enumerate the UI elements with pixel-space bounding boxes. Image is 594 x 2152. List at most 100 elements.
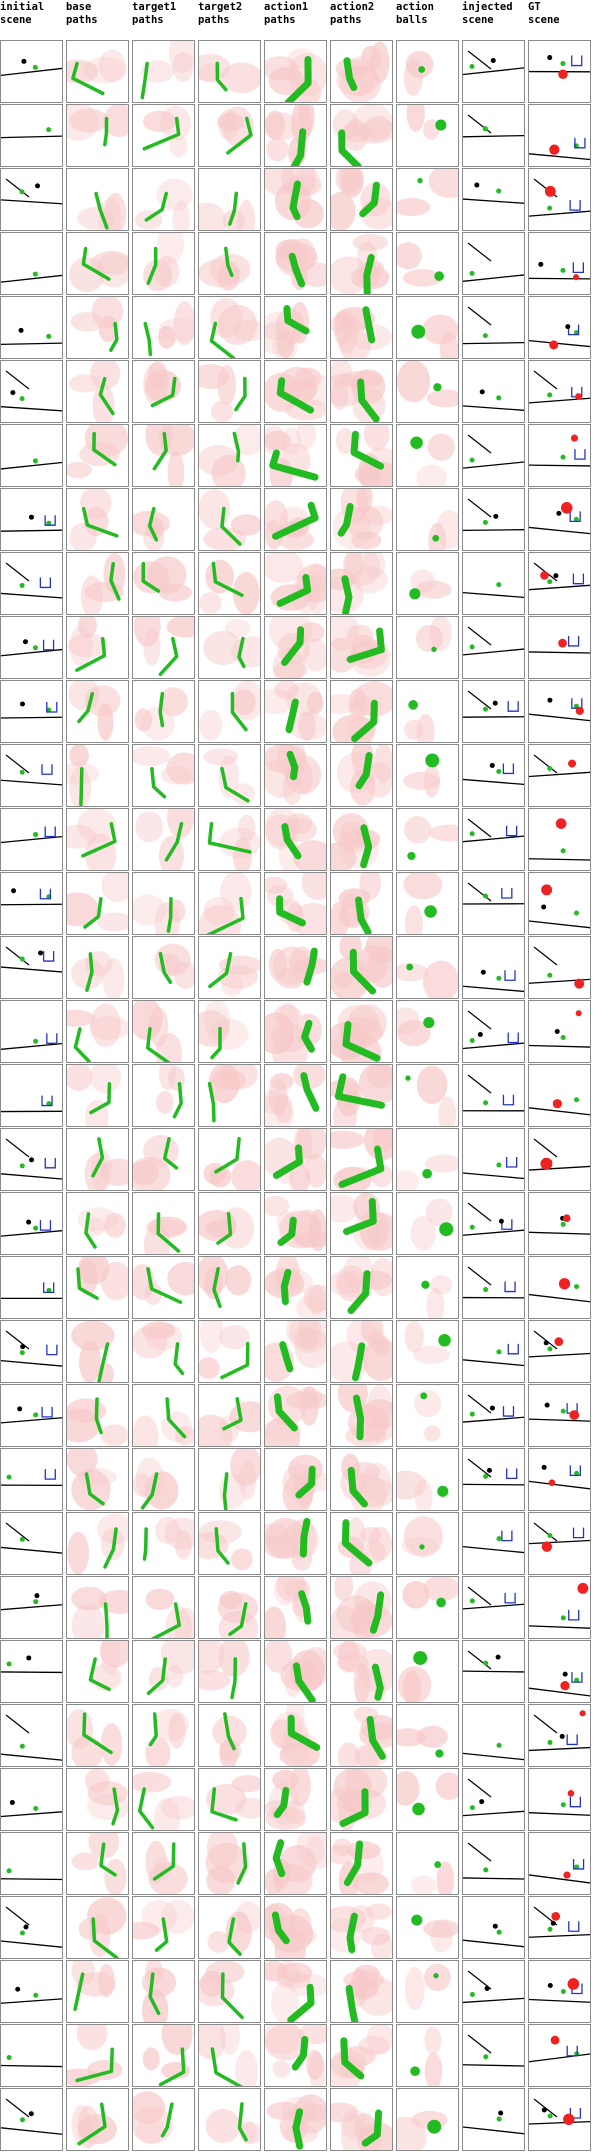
tile-target2-paths: [198, 232, 261, 295]
tile-target1-paths: [132, 1064, 195, 1127]
tile-base-paths: [66, 1064, 129, 1127]
tile-action2-paths: [330, 1384, 393, 1447]
tile-target2-paths: [198, 1448, 261, 1511]
tile-injected-scene: [462, 1512, 525, 1575]
tile-target2-paths: [198, 1384, 261, 1447]
tile-initial-scene: [0, 1832, 63, 1895]
tile-base-paths: [66, 680, 129, 743]
tile-target1-paths: [132, 40, 195, 103]
tile-target2-paths: [198, 680, 261, 743]
tile-action-balls: [396, 168, 459, 231]
tile-base-paths: [66, 232, 129, 295]
tile-target2-paths: [198, 616, 261, 679]
tile-target1-paths: [132, 360, 195, 423]
tile-base-paths: [66, 2024, 129, 2087]
tile-target2-paths: [198, 2088, 261, 2151]
tile-action2-paths: [330, 424, 393, 487]
tile-injected-scene: [462, 1576, 525, 1639]
tile-initial-scene: [0, 1192, 63, 1255]
tile-initial-scene: [0, 2024, 63, 2087]
tile-action-balls: [396, 616, 459, 679]
tile-action-balls: [396, 1320, 459, 1383]
tile-action1-paths: [264, 1704, 327, 1767]
tile-action-balls: [396, 296, 459, 359]
tile-action-balls: [396, 40, 459, 103]
tile-action1-paths: [264, 1320, 327, 1383]
tile-action2-paths: [330, 616, 393, 679]
tile-target2-paths: [198, 872, 261, 935]
tile-initial-scene: [0, 360, 63, 423]
tile-gt-scene: [528, 1512, 591, 1575]
tile-action2-paths: [330, 1512, 393, 1575]
tile-initial-scene: [0, 168, 63, 231]
tile-target2-paths: [198, 296, 261, 359]
tile-target1-paths: [132, 1896, 195, 1959]
tile-action-balls: [396, 744, 459, 807]
tile-injected-scene: [462, 1704, 525, 1767]
tile-initial-scene: [0, 744, 63, 807]
tile-action-balls: [396, 1384, 459, 1447]
tile-action2-paths: [330, 296, 393, 359]
tile-base-paths: [66, 808, 129, 871]
tile-target2-paths: [198, 1896, 261, 1959]
tile-base-paths: [66, 488, 129, 551]
tile-injected-scene: [462, 680, 525, 743]
tile-action2-paths: [330, 232, 393, 295]
tile-action-balls: [396, 424, 459, 487]
tile-base-paths: [66, 360, 129, 423]
tile-base-paths: [66, 1832, 129, 1895]
tile-base-paths: [66, 616, 129, 679]
tile-injected-scene: [462, 232, 525, 295]
tile-action-balls: [396, 360, 459, 423]
tile-base-paths: [66, 296, 129, 359]
tile-action1-paths: [264, 1064, 327, 1127]
tile-gt-scene: [528, 1192, 591, 1255]
tile-action2-paths: [330, 808, 393, 871]
tile-base-paths: [66, 1704, 129, 1767]
tile-gt-scene: [528, 808, 591, 871]
tile-gt-scene: [528, 680, 591, 743]
tile-base-paths: [66, 424, 129, 487]
tile-injected-scene: [462, 1192, 525, 1255]
tile-target1-paths: [132, 1768, 195, 1831]
tile-action2-paths: [330, 488, 393, 551]
tile-target1-paths: [132, 1704, 195, 1767]
tile-initial-scene: [0, 1064, 63, 1127]
tile-initial-scene: [0, 1960, 63, 2023]
tile-base-paths: [66, 1960, 129, 2023]
tile-target2-paths: [198, 936, 261, 999]
tile-gt-scene: [528, 1704, 591, 1767]
tile-base-paths: [66, 1320, 129, 1383]
tile-base-paths: [66, 40, 129, 103]
tile-gt-scene: [528, 1256, 591, 1319]
tile-action2-paths: [330, 1832, 393, 1895]
tile-base-paths: [66, 1448, 129, 1511]
tile-base-paths: [66, 936, 129, 999]
tile-target2-paths: [198, 40, 261, 103]
tile-target2-paths: [198, 1704, 261, 1767]
tile-injected-scene: [462, 1256, 525, 1319]
tile-base-paths: [66, 1896, 129, 1959]
tile-gt-scene: [528, 1064, 591, 1127]
tile-base-paths: [66, 1768, 129, 1831]
tile-action1-paths: [264, 744, 327, 807]
tile-target1-paths: [132, 296, 195, 359]
tile-target1-paths: [132, 872, 195, 935]
tile-target1-paths: [132, 808, 195, 871]
tile-action-balls: [396, 1512, 459, 1575]
tile-action-balls: [396, 1128, 459, 1191]
tile-gt-scene: [528, 1640, 591, 1703]
tile-gt-scene: [528, 936, 591, 999]
tile-action-balls: [396, 1576, 459, 1639]
tile-gt-scene: [528, 1768, 591, 1831]
tile-initial-scene: [0, 488, 63, 551]
tile-target1-paths: [132, 1640, 195, 1703]
tile-action2-paths: [330, 1128, 393, 1191]
tile-initial-scene: [0, 1576, 63, 1639]
tile-action2-paths: [330, 680, 393, 743]
tile-action1-paths: [264, 296, 327, 359]
tile-target2-paths: [198, 2024, 261, 2087]
tile-action-balls: [396, 808, 459, 871]
tile-action-balls: [396, 872, 459, 935]
tile-action1-paths: [264, 232, 327, 295]
